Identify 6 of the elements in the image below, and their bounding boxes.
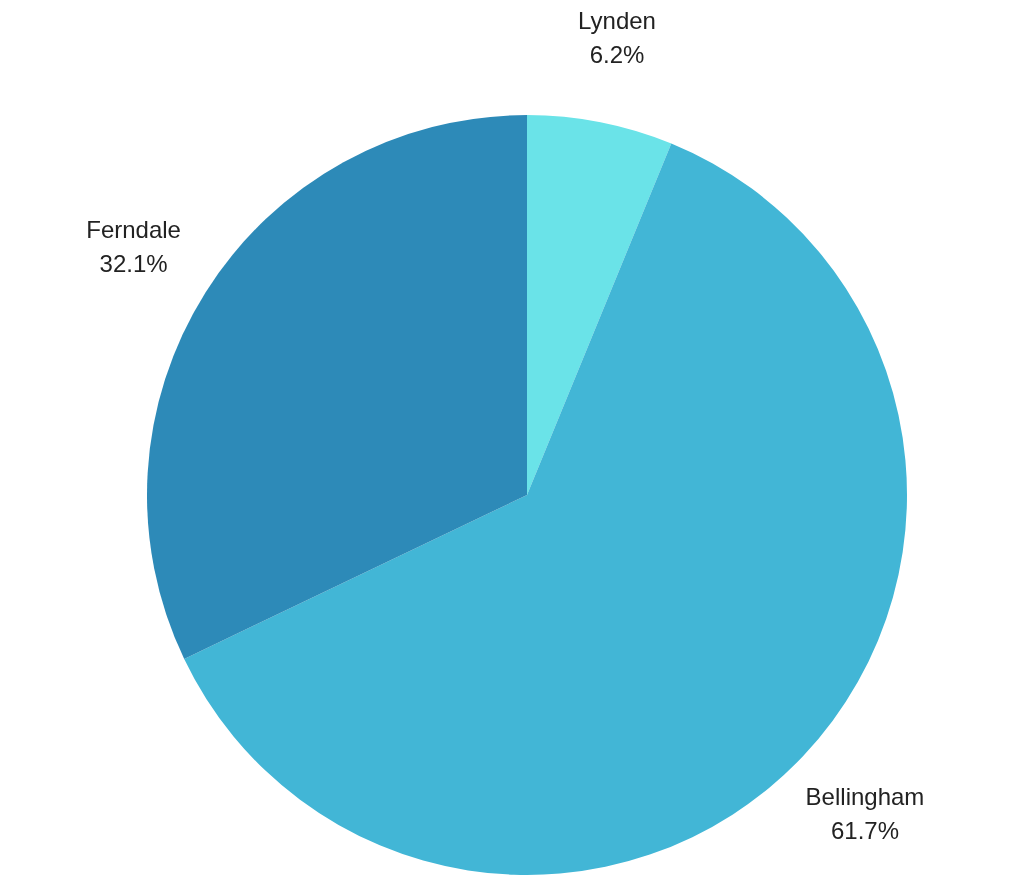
slice-label: Lynden: [578, 7, 656, 35]
data-label: 6.2%: [589, 41, 645, 69]
data-label: 61.7%: [830, 817, 899, 844]
slice-label: Ferndale: [86, 215, 181, 243]
data-label: 32.1%: [99, 249, 168, 277]
slice-label: Bellingham: [805, 783, 925, 810]
